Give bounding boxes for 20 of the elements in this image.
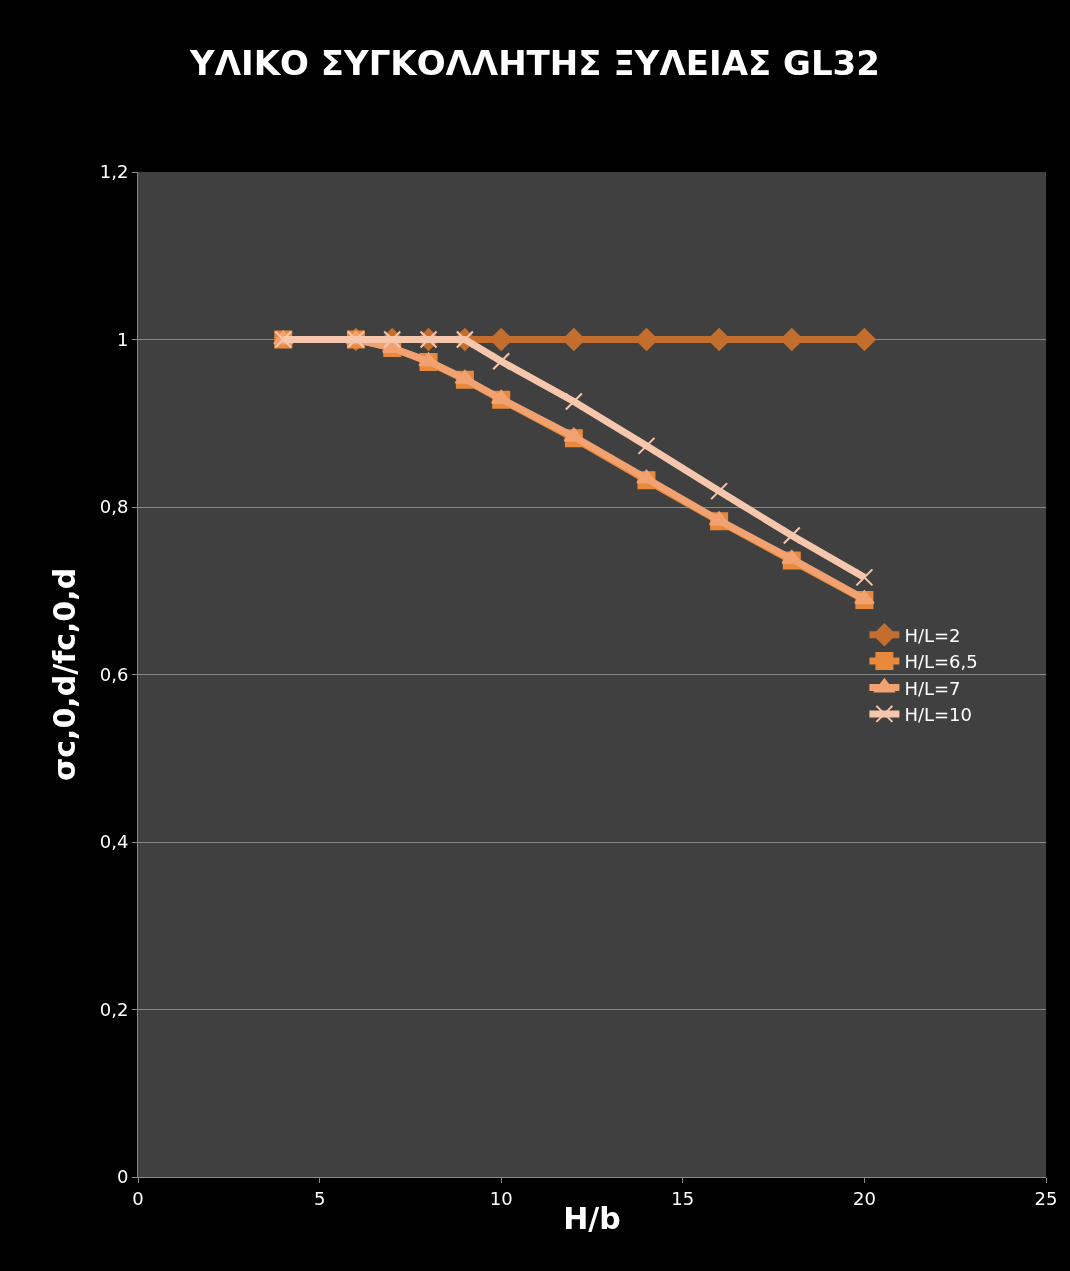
legend-label: H/L=6,5 — [904, 651, 978, 673]
x-tick-label: 20 — [852, 1187, 876, 1209]
legend-label: H/L=7 — [904, 677, 961, 699]
y-tick-label: 1 — [116, 328, 129, 350]
x-tick-label: 15 — [671, 1187, 695, 1209]
x-tick-label: 0 — [132, 1187, 144, 1209]
x-tick-label: 10 — [489, 1187, 513, 1209]
legend-label: H/L=10 — [904, 703, 973, 725]
legend-label: H/L=2 — [904, 624, 961, 646]
y-tick-label: 0,6 — [99, 663, 129, 685]
y-tick-label: 0,8 — [99, 496, 129, 518]
y-tick-label: 1,2 — [99, 161, 129, 183]
x-tick-label: 25 — [1034, 1187, 1058, 1209]
y-tick-label: 0,2 — [99, 998, 129, 1020]
y-tick-label: 0 — [116, 1166, 129, 1188]
y-tick-label: 0,4 — [99, 831, 129, 853]
x-axis-title: H/b — [563, 1201, 621, 1237]
chart-title: ΥΛΙΚΟ ΣΥΓΚΟΛΛΗΤΗΣ ΞΥΛΕΙΑΣ GL32 — [189, 42, 880, 83]
x-tick-label: 5 — [313, 1187, 326, 1209]
y-axis-title: σc,0,d/fc,0,d — [46, 567, 82, 782]
